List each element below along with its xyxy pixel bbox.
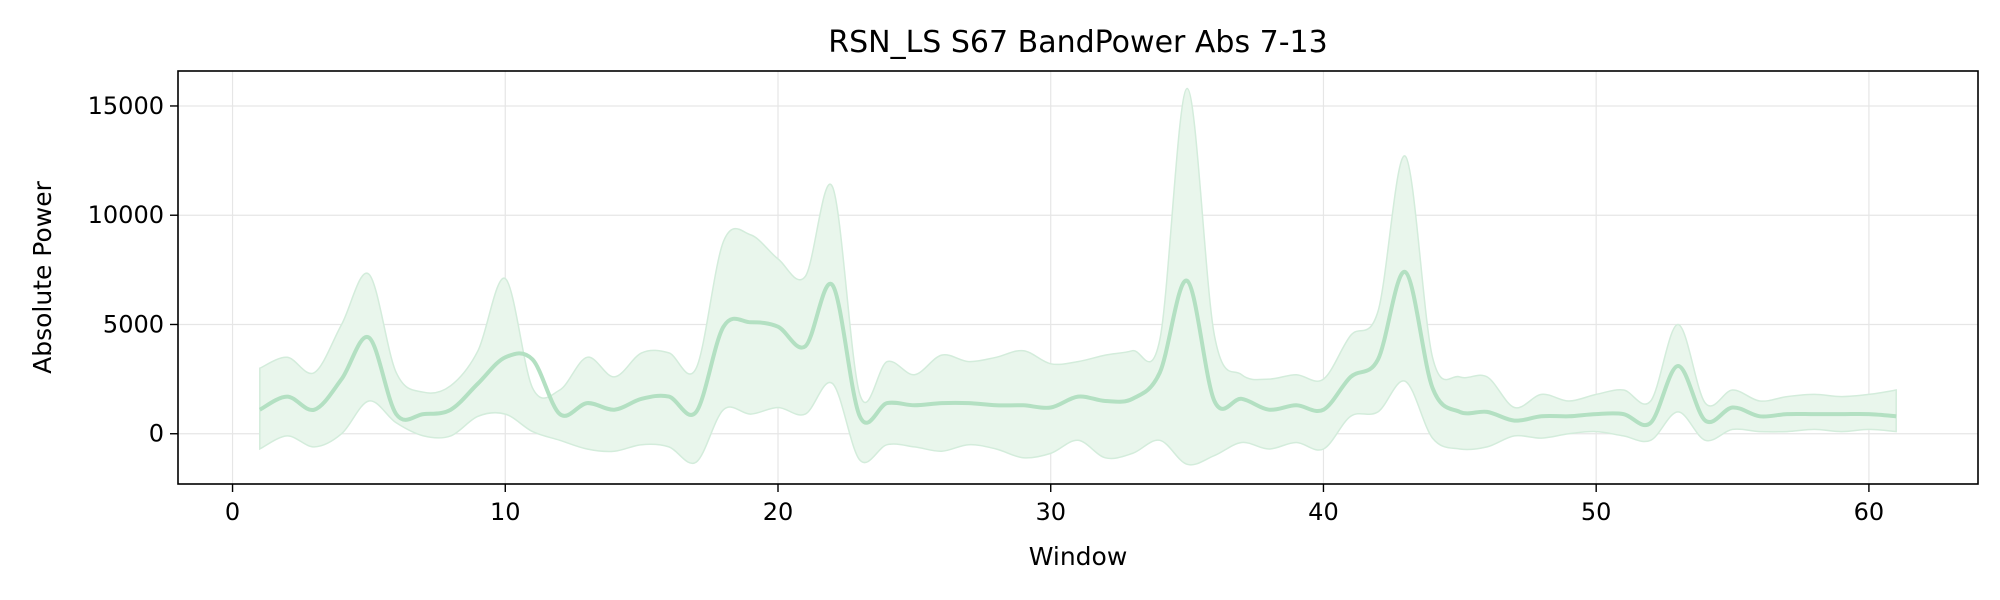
chart-title: RSN_LS S67 BandPower Abs 7-13 [828, 25, 1327, 60]
x-tick-label: 20 [763, 498, 794, 526]
y-tick-label: 5000 [103, 310, 164, 338]
y-tick-label: 15000 [88, 92, 164, 120]
plot-axes [177, 70, 1979, 485]
x-tick-label: 30 [1035, 498, 1066, 526]
mean-line [258, 269, 1897, 428]
x-tick-label: 0 [225, 498, 240, 526]
x-tick-label: 10 [490, 498, 521, 526]
x-tick-label: 50 [1581, 498, 1612, 526]
y-axis-title: Absolute Power [28, 180, 57, 374]
plot-frame [177, 70, 1979, 485]
x-tick-label: 40 [1308, 498, 1339, 526]
y-tick-label: 0 [149, 420, 164, 448]
confidence-band-layer [259, 87, 1897, 466]
tick-layer: 0 10 20 30 40 50 60 0 5000 10000 15000 [88, 92, 1885, 526]
mean-line-layer [258, 269, 1897, 428]
std-band [259, 87, 1897, 466]
x-axis-title: Window [1029, 542, 1128, 571]
x-tick-label: 60 [1854, 498, 1885, 526]
y-tick-label: 10000 [88, 201, 164, 229]
